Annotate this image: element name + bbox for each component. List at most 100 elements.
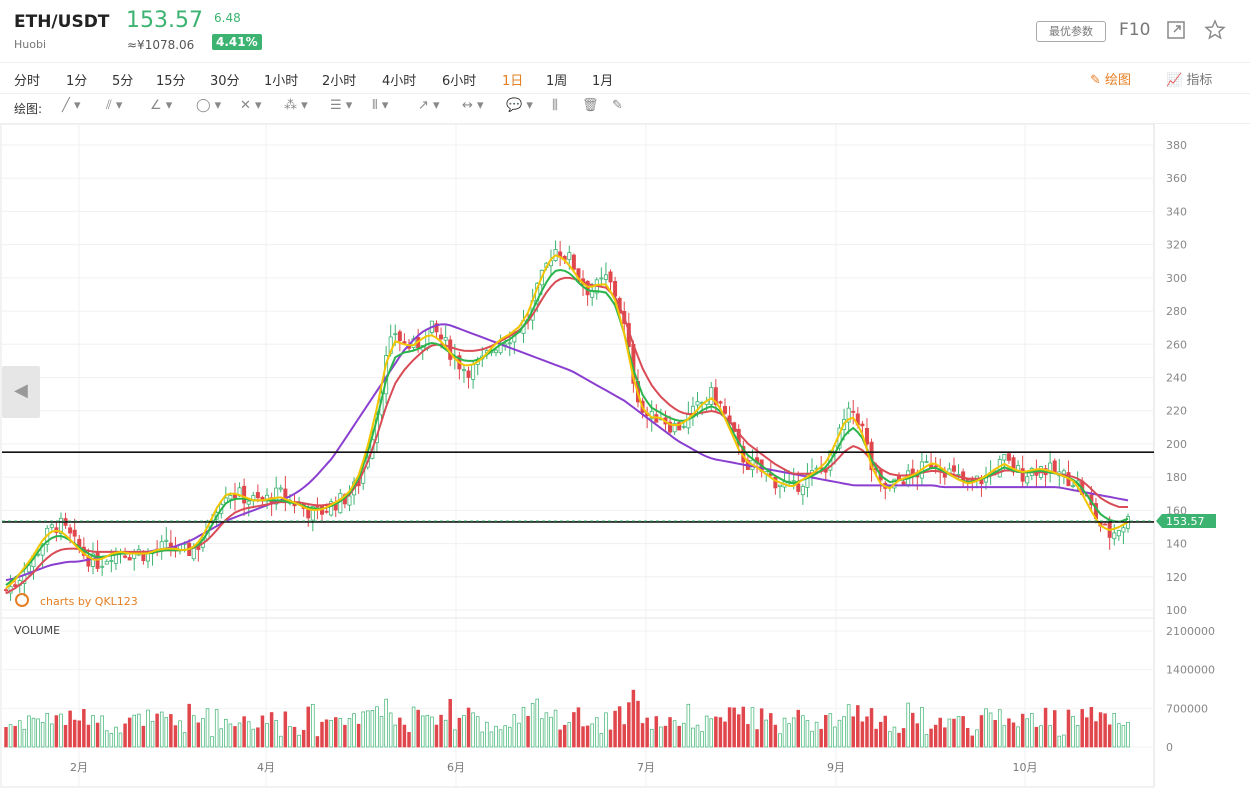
cross-tool-icon[interactable]: ✕ ▾ <box>240 98 262 113</box>
candle-body <box>310 506 315 521</box>
timeframe-1[interactable]: 1分 <box>66 74 88 89</box>
bars-tool-icon[interactable]: ⫼ <box>552 98 558 113</box>
angle-tool-icon[interactable]: ∠ ▾ <box>150 98 173 113</box>
candle-body <box>846 407 851 423</box>
candle-body <box>796 483 801 492</box>
volume-bar <box>508 726 512 748</box>
volume-bar <box>132 714 136 748</box>
volume-tick-label: 1400000 <box>1166 664 1215 677</box>
volume-bar <box>984 708 988 748</box>
volume-bar <box>22 728 27 748</box>
volume-bar <box>956 716 961 748</box>
volume-bar <box>379 716 384 748</box>
expand-icon[interactable] <box>1166 20 1186 44</box>
volume-bar <box>576 707 581 748</box>
candle-body <box>338 493 343 514</box>
candle-body <box>571 254 576 270</box>
pattern-tool-icon[interactable]: ⁂ ▾ <box>284 98 308 113</box>
fib-tool-icon[interactable]: ☰ ▾ <box>330 98 353 113</box>
timeframe-0[interactable]: 分时 <box>14 74 41 89</box>
volume-bar <box>892 726 897 748</box>
volume-bar <box>837 719 842 748</box>
scroll-left-button[interactable]: ◀ <box>2 366 40 418</box>
volume-bar <box>178 720 182 748</box>
volume-bar <box>846 704 851 748</box>
candle-body <box>329 501 334 516</box>
volume-bar <box>233 726 237 748</box>
volume-bar <box>961 716 965 748</box>
volume-bar <box>1011 722 1016 748</box>
line-tool-icon[interactable]: ╱ ▾ <box>62 98 81 113</box>
volume-bar <box>283 711 288 748</box>
timeframe-5[interactable]: 1小时 <box>264 74 299 89</box>
volume-bar <box>979 715 984 748</box>
circle-tool-icon[interactable]: ◯ ▾ <box>196 98 222 113</box>
volume-bar <box>627 702 631 748</box>
y-tick-label: 200 <box>1166 438 1187 451</box>
timeframe-7[interactable]: 4小时 <box>382 74 417 89</box>
volume-bar <box>141 725 146 748</box>
candle-body <box>603 274 608 280</box>
volume-bar <box>86 724 91 748</box>
trash-icon[interactable]: 🗑 <box>582 98 599 113</box>
comment-tool-icon[interactable]: 💬 ▾ <box>506 98 533 113</box>
volume-bar <box>100 715 104 748</box>
volume-bar <box>210 736 214 748</box>
volume-bar <box>471 712 475 748</box>
timeframe-2[interactable]: 5分 <box>112 74 134 89</box>
x-tick-label: 4月 <box>257 761 275 774</box>
timeframe-3[interactable]: 15分 <box>156 74 186 89</box>
measure-tool-icon[interactable]: ↔ ▾ <box>462 98 484 113</box>
timeframe-4[interactable]: 30分 <box>210 74 240 89</box>
volume-bar <box>453 729 457 748</box>
pen-icon[interactable]: ✎ <box>612 98 623 113</box>
parallel-tool-icon[interactable]: ⫽ ▾ <box>106 98 123 113</box>
volume-bar <box>274 720 278 748</box>
channel-tool-icon[interactable]: ⦀ ▾ <box>372 98 389 113</box>
volume-bar <box>585 725 590 748</box>
volume-bar <box>1103 713 1107 748</box>
volume-bar <box>929 728 933 748</box>
volume-bar <box>1062 734 1066 748</box>
volume-bar <box>375 706 379 748</box>
timeframe-8[interactable]: 6小时 <box>442 74 477 89</box>
volume-bar <box>1080 709 1084 748</box>
timeframe-9[interactable]: 1日 <box>502 74 524 89</box>
volume-bar <box>970 735 975 748</box>
candle-body <box>1121 527 1126 533</box>
volume-bar <box>95 722 100 748</box>
volume-bar <box>1052 710 1057 748</box>
timeframe-11[interactable]: 1月 <box>592 74 614 89</box>
volume-bar <box>320 721 324 748</box>
candle-body <box>274 487 279 505</box>
f10-button[interactable]: F10 <box>1119 20 1151 40</box>
candle-body <box>713 387 718 405</box>
volume-bar <box>388 712 393 748</box>
indicators-button[interactable]: 📈 指标 <box>1166 73 1213 88</box>
volume-bar <box>787 723 791 748</box>
draw-label: 绘图 <box>1105 73 1132 88</box>
candle-body <box>613 281 618 297</box>
volume-bar <box>68 710 72 748</box>
candlestick-chart[interactable]: 1001201401601802002202402602803003203403… <box>0 124 1250 788</box>
volume-bar <box>801 715 805 748</box>
volume-bar <box>146 709 150 748</box>
volume-bar <box>521 706 526 748</box>
volume-bar <box>778 733 782 748</box>
volume-bar <box>654 716 659 748</box>
candle-body <box>864 427 869 445</box>
best-params-button[interactable]: 最优参数 <box>1036 21 1106 42</box>
volume-bar <box>567 722 572 748</box>
volume-bar <box>82 709 86 748</box>
star-icon[interactable] <box>1204 19 1226 45</box>
draw-button[interactable]: ✎ 绘图 <box>1090 73 1132 88</box>
arrow-tool-icon[interactable]: ↗ ▾ <box>418 98 440 113</box>
timeframe-10[interactable]: 1周 <box>546 74 568 89</box>
watermark-logo-icon <box>15 593 29 607</box>
candle-body <box>461 369 466 372</box>
timeframe-6[interactable]: 2小时 <box>322 74 357 89</box>
volume-bar <box>897 732 901 748</box>
volume-bar <box>361 711 365 748</box>
volume-bar <box>192 715 196 748</box>
volume-bar <box>823 714 828 748</box>
